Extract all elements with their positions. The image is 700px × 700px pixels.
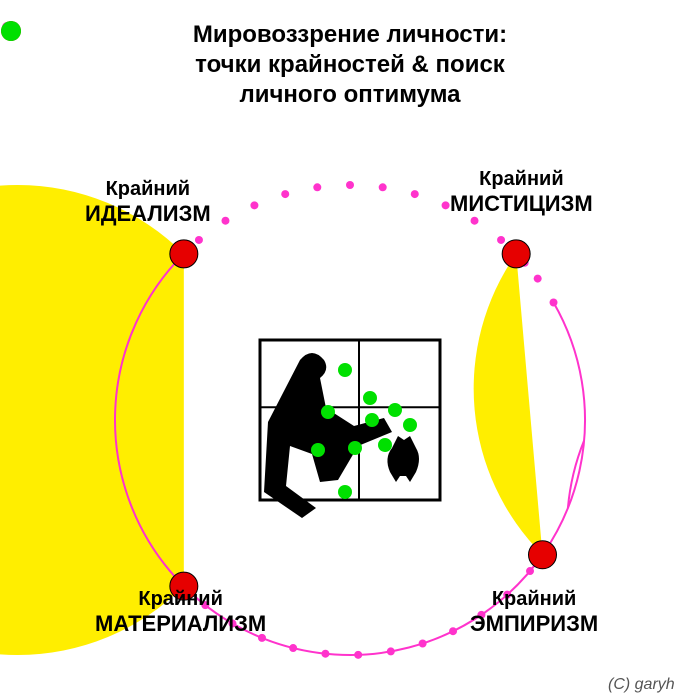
magenta-dot (526, 567, 534, 575)
green-dot (365, 413, 379, 427)
magenta-dot (419, 639, 427, 647)
magenta-dot (534, 275, 542, 283)
green-dot (388, 403, 402, 417)
magenta-dot (550, 299, 558, 307)
extreme-node-top_left (170, 240, 198, 268)
label-empirism: Крайний ЭМПИРИЗМ (470, 588, 598, 636)
magenta-dot (411, 190, 419, 198)
magenta-dot (379, 183, 387, 191)
label-mysticism: Крайний МИСТИЦИЗМ (450, 168, 593, 216)
magenta-dot (346, 181, 354, 189)
green-dot (378, 438, 392, 452)
extreme-node-top_right (502, 240, 530, 268)
green-dot (311, 443, 325, 457)
extreme-node-bot_right (529, 541, 557, 569)
magenta-dot (497, 236, 505, 244)
magenta-dot (321, 650, 329, 658)
green-dot (403, 418, 417, 432)
green-dot (338, 363, 352, 377)
magenta-dot (354, 651, 362, 659)
magenta-dot (289, 644, 297, 652)
magenta-dot (281, 190, 289, 198)
magenta-dot (221, 217, 229, 225)
magenta-dot (195, 236, 203, 244)
green-dot (321, 405, 335, 419)
outer-arc-tail (568, 440, 584, 508)
green-dot (363, 391, 377, 405)
label-materialism: Крайний МАТЕРИАЛИЗМ (95, 588, 266, 636)
magenta-dot (313, 183, 321, 191)
magenta-dot (471, 217, 479, 225)
magenta-dot (250, 201, 258, 209)
diagram-canvas: Мировоззрение личности: точки крайностей… (0, 0, 700, 700)
green-dot (338, 485, 352, 499)
magenta-dot (449, 627, 457, 635)
label-idealism: Крайний ИДЕАЛИЗМ (85, 178, 211, 226)
lens-right (474, 254, 543, 555)
green-dot (348, 441, 362, 455)
credit-text: (C) garyh (608, 676, 675, 694)
magenta-dot (387, 647, 395, 655)
lens-left (0, 185, 184, 655)
magenta-dot (442, 201, 450, 209)
